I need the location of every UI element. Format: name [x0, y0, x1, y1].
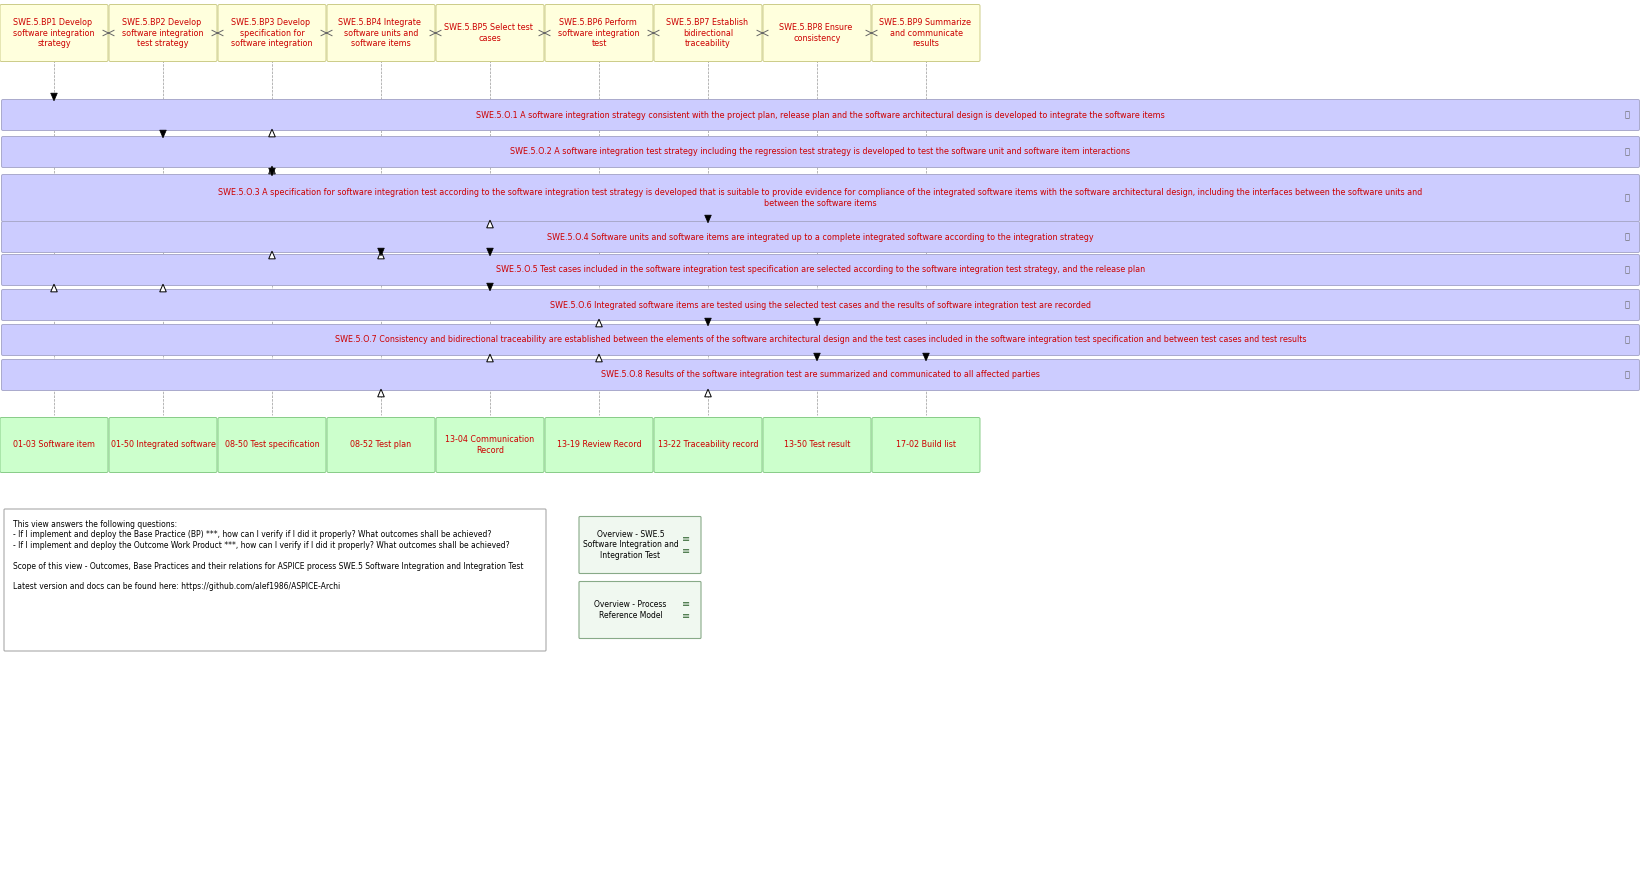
Polygon shape	[486, 248, 493, 256]
FancyBboxPatch shape	[3, 509, 545, 651]
Polygon shape	[486, 283, 493, 291]
Text: Overview - SWE.5
Software Integration and
Integration Test: Overview - SWE.5 Software Integration an…	[583, 530, 679, 560]
Polygon shape	[813, 353, 820, 361]
FancyBboxPatch shape	[2, 137, 1640, 168]
Text: SWE.5.BP3 Develop 
specification for
software integration: SWE.5.BP3 Develop specification for soft…	[232, 19, 312, 48]
FancyBboxPatch shape	[0, 417, 108, 473]
Text: SWE.5.O.8 Results of the software integration test are summarized and communicat: SWE.5.O.8 Results of the software integr…	[601, 370, 1040, 379]
FancyBboxPatch shape	[654, 4, 762, 62]
Text: ⓘ: ⓘ	[1625, 233, 1630, 242]
Polygon shape	[596, 355, 603, 362]
Polygon shape	[51, 284, 58, 292]
Text: ≡
≡: ≡ ≡	[682, 534, 690, 556]
Text: SWE.5.O.5 Test cases included in the software integration test specification are: SWE.5.O.5 Test cases included in the sof…	[496, 265, 1145, 274]
FancyBboxPatch shape	[219, 417, 325, 473]
Polygon shape	[596, 319, 603, 327]
Polygon shape	[923, 353, 930, 361]
Text: 17-02 Build list: 17-02 Build list	[895, 440, 956, 450]
Text: Overview - Process
Reference Model: Overview - Process Reference Model	[595, 601, 667, 620]
Polygon shape	[269, 166, 276, 174]
Text: ⓘ: ⓘ	[1625, 110, 1630, 119]
FancyBboxPatch shape	[654, 417, 762, 473]
Text: ⓘ: ⓘ	[1625, 370, 1630, 379]
Polygon shape	[705, 389, 711, 397]
Text: SWE.5.O.1 A software integration strategy consistent with the project plan, rele: SWE.5.O.1 A software integration strateg…	[476, 110, 1165, 119]
FancyBboxPatch shape	[2, 289, 1640, 320]
FancyBboxPatch shape	[2, 175, 1640, 221]
Text: SWE.5.O.6 Integrated software items are tested using the selected test cases and: SWE.5.O.6 Integrated software items are …	[550, 301, 1091, 310]
Polygon shape	[378, 389, 384, 397]
Text: SWE.5.O.7 Consistency and bidirectional traceability are established between the: SWE.5.O.7 Consistency and bidirectional …	[335, 335, 1306, 345]
Text: 13-04 Communication
Record: 13-04 Communication Record	[445, 436, 534, 455]
Text: 13-19 Review Record: 13-19 Review Record	[557, 440, 641, 450]
FancyBboxPatch shape	[327, 4, 435, 62]
FancyBboxPatch shape	[108, 417, 217, 473]
Text: ⓘ: ⓘ	[1625, 301, 1630, 310]
Polygon shape	[486, 355, 493, 362]
FancyBboxPatch shape	[2, 255, 1640, 286]
Text: SWE.5.BP5 Select test 
cases: SWE.5.BP5 Select test cases	[444, 23, 536, 42]
FancyBboxPatch shape	[435, 4, 544, 62]
Text: SWE.5.BP9 Summarize 
and communicate
results: SWE.5.BP9 Summarize and communicate resu…	[879, 19, 973, 48]
Text: ≡
≡: ≡ ≡	[682, 599, 690, 621]
FancyBboxPatch shape	[219, 4, 325, 62]
FancyBboxPatch shape	[545, 417, 652, 473]
Text: 01-50 Integrated software: 01-50 Integrated software	[110, 440, 215, 450]
FancyBboxPatch shape	[872, 417, 979, 473]
FancyBboxPatch shape	[2, 325, 1640, 355]
Polygon shape	[269, 129, 276, 137]
Text: ⓘ: ⓘ	[1625, 147, 1630, 156]
Text: 08-50 Test specification: 08-50 Test specification	[225, 440, 319, 450]
Text: ⓘ: ⓘ	[1625, 265, 1630, 274]
Text: 13-50 Test result: 13-50 Test result	[784, 440, 849, 450]
Polygon shape	[705, 318, 711, 325]
FancyBboxPatch shape	[762, 417, 871, 473]
Text: SWE.5.BP2 Develop 
software integration
test strategy: SWE.5.BP2 Develop software integration t…	[122, 19, 204, 48]
Polygon shape	[378, 251, 384, 258]
Text: SWE.5.BP8 Ensure 
consistency: SWE.5.BP8 Ensure consistency	[779, 23, 854, 42]
FancyBboxPatch shape	[578, 581, 702, 639]
FancyBboxPatch shape	[108, 4, 217, 62]
FancyBboxPatch shape	[2, 360, 1640, 391]
Text: SWE.5.BP1 Develop 
software integration
strategy: SWE.5.BP1 Develop software integration s…	[13, 19, 95, 48]
FancyBboxPatch shape	[762, 4, 871, 62]
Polygon shape	[486, 220, 493, 228]
Text: SWE.5.O.2 A software integration test strategy including the regression test str: SWE.5.O.2 A software integration test st…	[511, 147, 1130, 156]
Text: 13-22 Traceability record: 13-22 Traceability record	[657, 440, 759, 450]
FancyBboxPatch shape	[435, 417, 544, 473]
Polygon shape	[51, 93, 58, 101]
Text: SWE.5.BP7 Establish 
bidirectional
traceability: SWE.5.BP7 Establish bidirectional tracea…	[665, 19, 751, 48]
FancyBboxPatch shape	[578, 517, 702, 573]
Polygon shape	[813, 318, 820, 325]
Polygon shape	[269, 251, 276, 258]
Polygon shape	[378, 248, 384, 256]
Text: SWE.5.BP4 Integrate 
software units and
software items: SWE.5.BP4 Integrate software units and s…	[338, 19, 424, 48]
FancyBboxPatch shape	[2, 221, 1640, 252]
Text: This view answers the following questions:
- If I implement and deploy the Base : This view answers the following question…	[13, 520, 524, 592]
Polygon shape	[159, 284, 166, 292]
FancyBboxPatch shape	[545, 4, 652, 62]
Text: SWE.5.BP6 Perform 
software integration
test: SWE.5.BP6 Perform software integration t…	[559, 19, 639, 48]
Text: 01-03 Software item: 01-03 Software item	[13, 440, 95, 450]
Text: ⓘ: ⓘ	[1625, 193, 1630, 203]
FancyBboxPatch shape	[0, 4, 108, 62]
Text: ⓘ: ⓘ	[1625, 335, 1630, 345]
FancyBboxPatch shape	[2, 100, 1640, 131]
Text: SWE.5.O.4 Software units and software items are integrated up to a complete inte: SWE.5.O.4 Software units and software it…	[547, 233, 1094, 242]
Text: SWE.5.O.3 A specification for software integration test according to the softwar: SWE.5.O.3 A specification for software i…	[219, 188, 1423, 207]
FancyBboxPatch shape	[327, 417, 435, 473]
FancyBboxPatch shape	[872, 4, 979, 62]
Polygon shape	[705, 215, 711, 223]
Text: 08-52 Test plan: 08-52 Test plan	[350, 440, 411, 450]
Polygon shape	[159, 131, 166, 138]
Polygon shape	[269, 168, 276, 176]
